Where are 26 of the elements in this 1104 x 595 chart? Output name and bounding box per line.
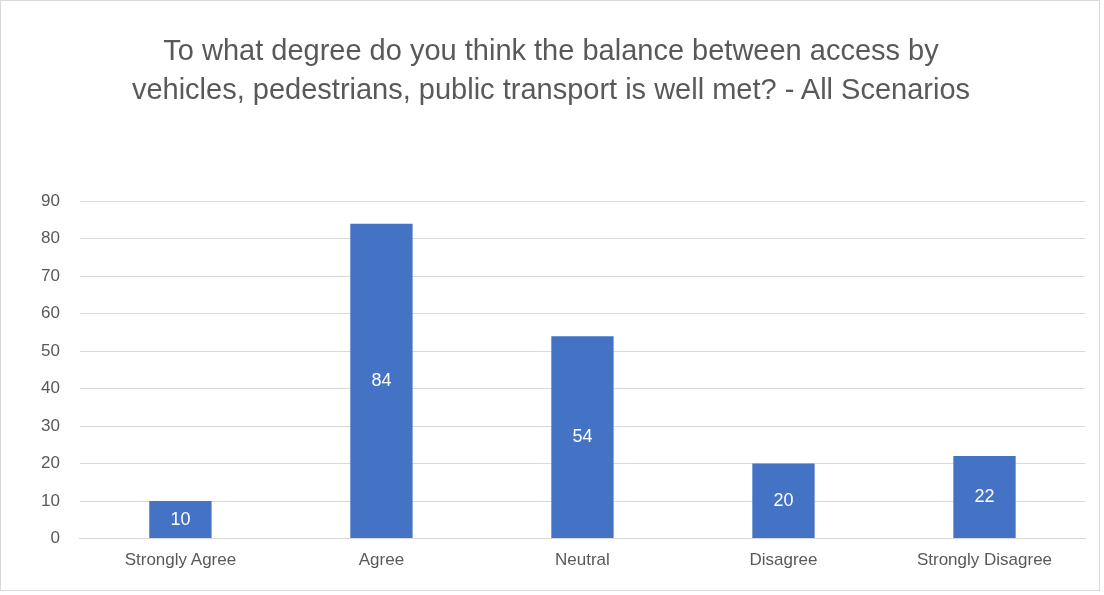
x-tick-label: Disagree [749,550,818,570]
y-tick-label: 60 [40,303,60,323]
y-tick-label: 80 [40,228,60,248]
y-tick-label: 90 [40,190,60,210]
x-tick-label: Agree [358,550,405,570]
x-tick-label: Strongly Agree [124,550,237,570]
data-label: 54 [572,426,593,447]
y-tick-label: 70 [40,265,60,285]
chart-title: To what degree do you think the balance between access by vehicles, pedestrians, public transport is well met? - All Scenarios [130,33,972,107]
bar [752,463,815,539]
x-tick-label: Neutral [555,550,610,570]
data-label: 20 [773,489,794,510]
bar [149,501,212,539]
y-tick-label: 0 [50,528,60,548]
data-label: 22 [974,486,995,507]
bar [953,456,1016,539]
bar [350,223,413,539]
data-label: 10 [170,508,191,529]
y-tick-label: 10 [40,490,60,510]
y-tick-label: 40 [40,378,60,398]
y-tick-label: 20 [40,453,60,473]
y-tick-label: 50 [40,340,60,360]
x-tick-label: Strongly Disagree [916,550,1053,570]
bar [551,336,614,539]
data-label: 84 [371,369,392,390]
y-tick-label: 30 [40,415,60,435]
